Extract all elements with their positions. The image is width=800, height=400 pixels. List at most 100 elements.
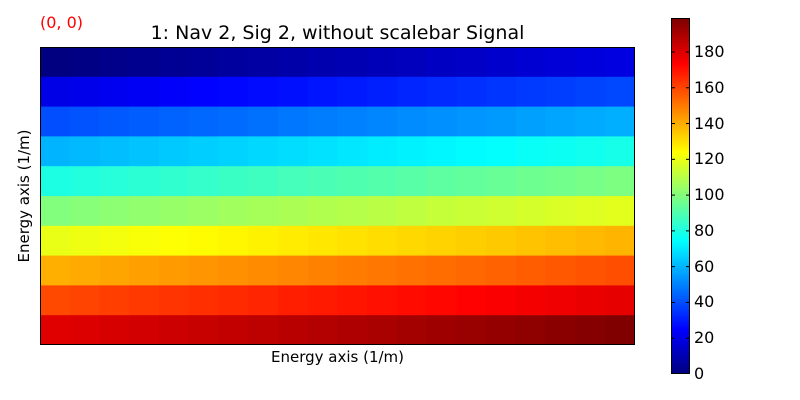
- heatmap-cell: [545, 285, 577, 316]
- colorbar-segment: [671, 39, 690, 42]
- y-axis-label: Energy axis (1/m): [15, 129, 33, 263]
- colorbar-segment: [671, 26, 690, 30]
- heatmap-cell: [456, 76, 487, 108]
- colorbar-segment: [671, 235, 690, 238]
- heatmap-cell: [575, 225, 606, 257]
- colorbar-segment: [671, 261, 690, 265]
- heatmap-cell: [188, 196, 220, 227]
- colorbar-segment: [671, 147, 690, 151]
- colorbar-segment: [671, 62, 690, 65]
- colorbar-segment: [671, 363, 690, 366]
- colorbar-segment: [671, 210, 690, 213]
- heatmap-cell: [397, 47, 428, 78]
- colorbar-segment: [671, 163, 690, 167]
- colorbar-segment: [671, 103, 690, 106]
- heatmap-cell: [40, 106, 71, 137]
- heatmap-cell: [129, 106, 160, 137]
- heatmap-cell: [278, 255, 309, 286]
- colorbar-segment: [671, 19, 690, 23]
- heatmap-cell: [545, 255, 577, 286]
- heatmap-cell: [516, 196, 547, 227]
- colorbar-segment: [671, 172, 690, 176]
- heatmap-cell: [605, 285, 635, 316]
- colorbar-segment: [671, 37, 690, 40]
- heatmap-cell: [575, 196, 606, 227]
- heatmap-cell: [486, 76, 517, 108]
- heatmap-cell: [159, 136, 190, 167]
- heatmap-cell: [218, 225, 249, 257]
- x-axis-label: Energy axis (1/m): [270, 348, 404, 366]
- colorbar-segment: [671, 336, 690, 339]
- heatmap-cell: [218, 47, 249, 78]
- colorbar-segment: [671, 245, 690, 249]
- colorbar-segment: [671, 179, 690, 183]
- heatmap-cell: [337, 315, 368, 345]
- colorbar-segment: [671, 42, 690, 46]
- colorbar-segment: [671, 87, 690, 90]
- heatmap-cell: [486, 106, 517, 137]
- colorbar-segment: [671, 131, 690, 135]
- colorbar-tick-label: 60: [694, 256, 715, 276]
- heatmap-cell: [278, 136, 309, 167]
- colorbar-segment: [671, 117, 690, 121]
- colorbar-segment: [671, 167, 690, 170]
- heatmap-cell: [40, 76, 71, 108]
- heatmap-cell: [218, 76, 249, 108]
- colorbar-segment: [671, 350, 690, 354]
- colorbar-segment: [671, 41, 690, 44]
- heatmap-cell: [188, 315, 220, 345]
- heatmap-cell: [159, 106, 190, 137]
- colorbar-segment: [671, 286, 690, 290]
- heatmap-cell: [99, 136, 130, 167]
- colorbar-segment: [671, 265, 690, 268]
- colorbar-segment: [671, 229, 690, 233]
- heatmap-cell: [69, 225, 101, 257]
- plot-frame: [40, 47, 635, 345]
- heatmap-cell: [307, 106, 339, 137]
- heatmap-cell: [218, 106, 249, 137]
- heatmap-cell: [307, 196, 339, 227]
- colorbar-segment: [671, 361, 690, 364]
- heatmap-cell: [129, 47, 160, 78]
- heatmap-cell: [516, 255, 547, 286]
- colorbar-segment: [671, 341, 690, 345]
- heatmap-cell: [605, 106, 635, 137]
- heatmap-cell: [426, 76, 458, 108]
- heatmap-cell: [545, 76, 577, 108]
- heatmap-cell: [159, 76, 190, 108]
- colorbar-segment: [671, 338, 690, 341]
- colorbar-segment: [671, 160, 690, 163]
- heatmap-cell: [605, 255, 635, 286]
- colorbar-segment: [671, 252, 690, 256]
- heatmap-cell: [456, 166, 487, 197]
- colorbar-segment: [671, 288, 690, 291]
- heatmap-cell: [99, 255, 130, 286]
- colorbar-segment: [671, 368, 690, 372]
- colorbar-segment: [671, 208, 690, 211]
- heatmap-cell: [278, 225, 309, 257]
- colorbar-segment: [671, 158, 690, 161]
- colorbar-segment: [671, 50, 690, 53]
- heatmap-cell: [99, 225, 130, 257]
- heatmap-cell: [40, 315, 71, 345]
- heatmap-cell: [575, 47, 606, 78]
- heatmap-cell: [367, 136, 398, 167]
- heatmap-cell: [486, 315, 517, 345]
- colorbar-segment: [671, 71, 690, 74]
- colorbar-segment: [671, 89, 690, 92]
- heatmap-cell: [486, 225, 517, 257]
- colorbar-segment: [671, 128, 690, 131]
- colorbar-segment: [671, 213, 690, 217]
- colorbar-segment: [671, 217, 690, 220]
- colorbar-segment: [671, 333, 690, 336]
- heatmap-cell: [545, 47, 577, 78]
- colorbar-segment: [671, 327, 690, 331]
- heatmap-cell: [605, 166, 635, 197]
- heatmap-cell: [337, 225, 368, 257]
- colorbar-segment: [671, 30, 690, 33]
- colorbar-segment: [671, 283, 690, 286]
- colorbar-segment: [671, 357, 690, 361]
- heatmap-cell: [367, 255, 398, 286]
- colorbar-segment: [671, 370, 690, 373]
- heatmap-cell: [40, 166, 71, 197]
